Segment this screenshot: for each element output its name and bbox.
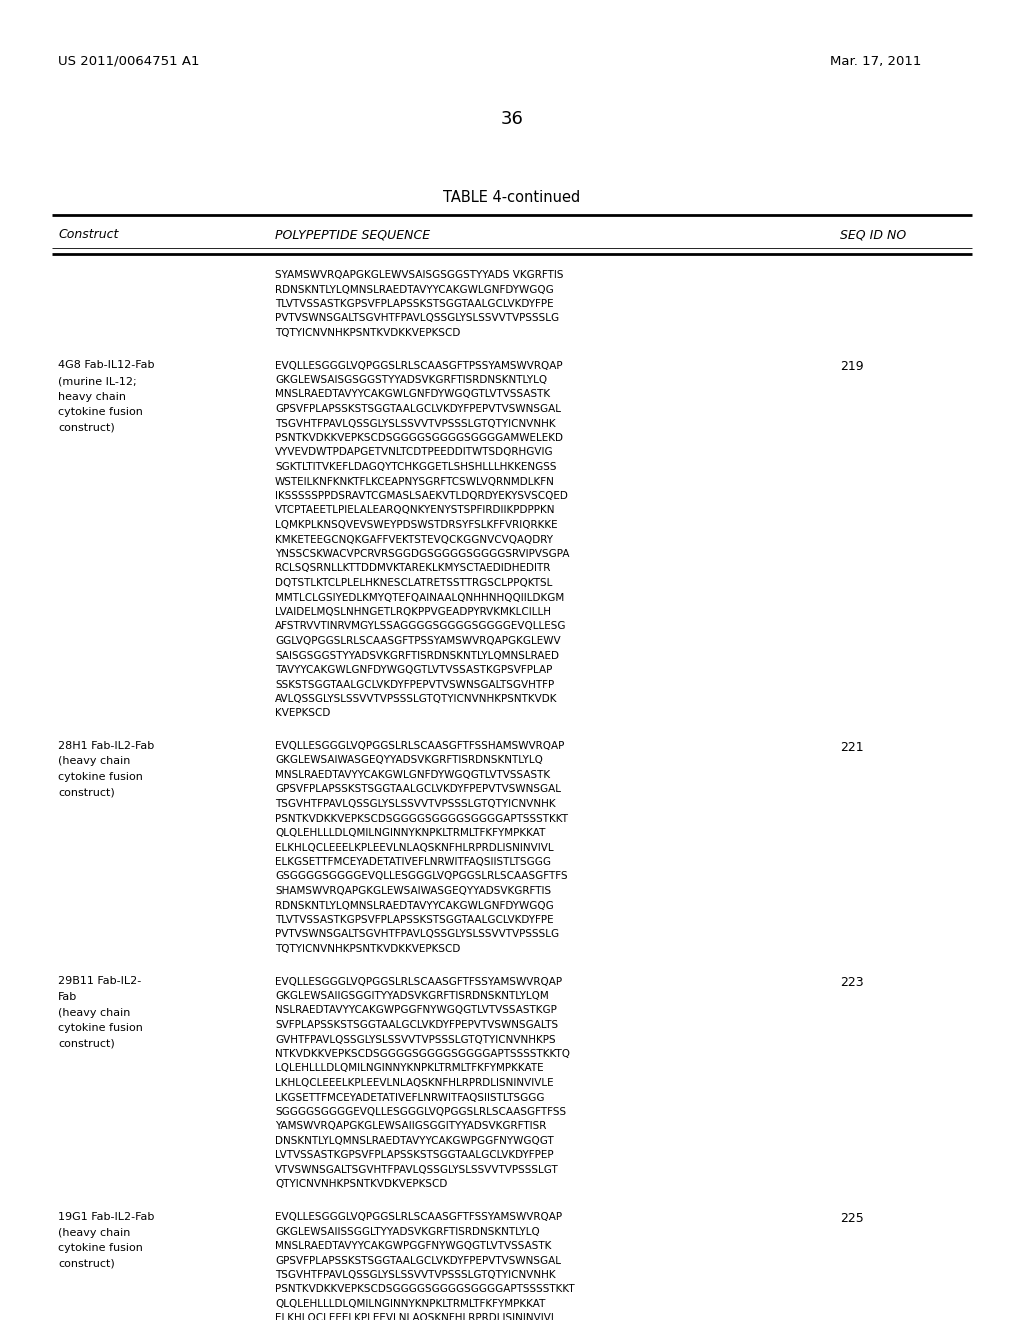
Text: US 2011/0064751 A1: US 2011/0064751 A1 <box>58 55 200 69</box>
Text: SAISGSGGSTYYADSVKGRFTISRDNSKNTLYLQMNSLRAED: SAISGSGGSTYYADSVKGRFTISRDNSKNTLYLQMNSLRA… <box>275 651 559 660</box>
Text: (heavy chain: (heavy chain <box>58 756 130 767</box>
Text: 219: 219 <box>840 360 863 374</box>
Text: GKGLEWSAIIGSGGITYYADSVKGRFTISRDNSKNTLYLQM: GKGLEWSAIIGSGGITYYADSVKGRFTISRDNSKNTLYLQ… <box>275 991 549 1001</box>
Text: GVHTFPAVLQSSGLYSLSSVVTVPSSSLGTQTYICNVNHKPS: GVHTFPAVLQSSGLYSLSSVVTVPSSSLGTQTYICNVNHK… <box>275 1035 556 1044</box>
Text: WSTEILKNFKNKTFLKCEAPNYSGRFTCSWLVQRNMDLKFN: WSTEILKNFKNKTFLKCEAPNYSGRFTCSWLVQRNMDLKF… <box>275 477 555 487</box>
Text: RDNSKNTLYLQMNSLRAEDTAVYYCAKGWLGNFDYWGQG: RDNSKNTLYLQMNSLRAEDTAVYYCAKGWLGNFDYWGQG <box>275 900 554 911</box>
Text: NTKVDKKVEPKSCDSGGGGSGGGGSGGGGAPTSSSSTKKTQ: NTKVDKKVEPKSCDSGGGGSGGGGSGGGGAPTSSSSTKKT… <box>275 1049 570 1059</box>
Text: construct): construct) <box>58 422 115 433</box>
Text: GGLVQPGGSLRLSCAASGFTPSSYAMSWVRQAPGKGLEWV: GGLVQPGGSLRLSCAASGFTPSSYAMSWVRQAPGKGLEWV <box>275 636 560 645</box>
Text: TLVTVSSASTKGPSVFPLAPSSKSTSGGTAALGCLVKDYFPE: TLVTVSSASTKGPSVFPLAPSSKSTSGGTAALGCLVKDYF… <box>275 300 554 309</box>
Text: IKSSSSSPPDSRAVTCGMASLSAEKVTLDQRDYEKYSVSCQED: IKSSSSSPPDSRAVTCGMASLSAEKVTLDQRDYEKYSVSC… <box>275 491 568 502</box>
Text: EVQLLESGGGLVQPGGSLRLSCAASGFTPSSYAMSWVRQAP: EVQLLESGGGLVQPGGSLRLSCAASGFTPSSYAMSWVRQA… <box>275 360 562 371</box>
Text: LVTVSSASTKGPSVFPLAPSSKSTSGGTAALGCLVKDYFPEP: LVTVSSASTKGPSVFPLAPSSKSTSGGTAALGCLVKDYFP… <box>275 1151 554 1160</box>
Text: MNSLRAEDTAVYYCAKGWLGNFDYWGQGTLVTVSSASTK: MNSLRAEDTAVYYCAKGWLGNFDYWGQGTLVTVSSASTK <box>275 389 550 400</box>
Text: GKGLEWSAIWASGEQYYADSVKGRFTISRDNSKNTLYLQ: GKGLEWSAIWASGEQYYADSVKGRFTISRDNSKNTLYLQ <box>275 755 543 766</box>
Text: QTYICNVNHKPSNTKVDKVEPKSCD: QTYICNVNHKPSNTKVDKVEPKSCD <box>275 1180 447 1189</box>
Text: QLQLEHLLLDLQMILNGINNYKNPKLTRMLTFKFYMPKKAT: QLQLEHLLLDLQMILNGINNYKNPKLTRMLTFKFYMPKKA… <box>275 828 546 838</box>
Text: LQMKPLKNSQVEVSWEYPDSWSTDRSYFSLKFFVRIQRKKE: LQMKPLKNSQVEVSWEYPDSWSTDRSYFSLKFFVRIQRKK… <box>275 520 558 531</box>
Text: Mar. 17, 2011: Mar. 17, 2011 <box>830 55 922 69</box>
Text: YNSSCSKWACVPCRVRSGGDGSGGGGSGGGGSRVIPVSGPA: YNSSCSKWACVPCRVRSGGDGSGGGGSGGGGSRVIPVSGP… <box>275 549 569 558</box>
Text: Fab: Fab <box>58 993 77 1002</box>
Text: PVTVSWNSGALTSGVHTFPAVLQSSGLYSLSSVVTVPSSSLG: PVTVSWNSGALTSGVHTFPAVLQSSGLYSLSSVVTVPSSS… <box>275 314 559 323</box>
Text: 221: 221 <box>840 741 863 754</box>
Text: SEQ ID NO: SEQ ID NO <box>840 228 906 242</box>
Text: cytokine fusion: cytokine fusion <box>58 1243 143 1253</box>
Text: TQTYICNVNHKPSNTKVDKKVEPKSCD: TQTYICNVNHKPSNTKVDKKVEPKSCD <box>275 944 461 954</box>
Text: RDNSKNTLYLQMNSLRAEDTAVYYCAKGWLGNFDYWGQG: RDNSKNTLYLQMNSLRAEDTAVYYCAKGWLGNFDYWGQG <box>275 285 554 294</box>
Text: EVQLLESGGGLVQPGGSLRLSCAASGFTFSSYAMSWVRQAP: EVQLLESGGGLVQPGGSLRLSCAASGFTFSSYAMSWVRQA… <box>275 1212 562 1222</box>
Text: SVFPLAPSSKSTSGGTAALGCLVKDYFPEPVTVSWNSGALTS: SVFPLAPSSKSTSGGTAALGCLVKDYFPEPVTVSWNSGAL… <box>275 1020 558 1030</box>
Text: construct): construct) <box>58 1258 115 1269</box>
Text: TSGVHTFPAVLQSSGLYSLSSVVTVPSSSLGTQTYICNVNHK: TSGVHTFPAVLQSSGLYSLSSVVTVPSSSLGTQTYICNVN… <box>275 1270 556 1280</box>
Text: Construct: Construct <box>58 228 119 242</box>
Text: LKHLQCLEEELKPLEEVLNLAQSKNFHLRPRDLISNINVIVLE: LKHLQCLEEELKPLEEVLNLAQSKNFHLRPRDLISNINVI… <box>275 1078 554 1088</box>
Text: GPSVFPLAPSSKSTSGGTAALGCLVKDYFPEPVTVSWNSGAL: GPSVFPLAPSSKSTSGGTAALGCLVKDYFPEPVTVSWNSG… <box>275 1255 561 1266</box>
Text: cytokine fusion: cytokine fusion <box>58 407 143 417</box>
Text: construct): construct) <box>58 1039 115 1048</box>
Text: heavy chain: heavy chain <box>58 392 126 401</box>
Text: MNSLRAEDTAVYYCAKGWLGNFDYWGQGTLVTVSSASTK: MNSLRAEDTAVYYCAKGWLGNFDYWGQGTLVTVSSASTK <box>275 770 550 780</box>
Text: TLVTVSSASTKGPSVFPLAPSSKSTSGGTAALGCLVKDYFPE: TLVTVSSASTKGPSVFPLAPSSKSTSGGTAALGCLVKDYF… <box>275 915 554 925</box>
Text: ELKHLQCLEEELKPLEEVLNLAQSKNFHLRPRDLISNINVIVL: ELKHLQCLEEELKPLEEVLNLAQSKNFHLRPRDLISNINV… <box>275 842 554 853</box>
Text: 19G1 Fab-IL2-Fab: 19G1 Fab-IL2-Fab <box>58 1212 155 1222</box>
Text: GKGLEWSAISGSGGSTYYADSVKGRFTISRDNSKNTLYLQ: GKGLEWSAISGSGGSTYYADSVKGRFTISRDNSKNTLYLQ <box>275 375 547 385</box>
Text: TABLE 4-continued: TABLE 4-continued <box>443 190 581 205</box>
Text: ELKHLQCLEEELKPLEEVLNLAQSKNFHLRPRDLISININVIVL: ELKHLQCLEEELKPLEEVLNLAQSKNFHLRPRDLISININ… <box>275 1313 557 1320</box>
Text: MNSLRAEDTAVYYCAKGWPGGFNYWGQGTLVTVSSASTK: MNSLRAEDTAVYYCAKGWPGGFNYWGQGTLVTVSSASTK <box>275 1241 551 1251</box>
Text: construct): construct) <box>58 788 115 797</box>
Text: PSNTKVDKKVEPKSCDSGGGGSGGGGSGGGGAPTSSSTKKT: PSNTKVDKKVEPKSCDSGGGGSGGGGSGGGGAPTSSSTKK… <box>275 813 568 824</box>
Text: PVTVSWNSGALTSGVHTFPAVLQSSGLYSLSSVVTVPSSSLG: PVTVSWNSGALTSGVHTFPAVLQSSGLYSLSSVVTVPSSS… <box>275 929 559 940</box>
Text: 29B11 Fab-IL2-: 29B11 Fab-IL2- <box>58 977 141 986</box>
Text: LKGSETTFMCEYADETATIVEFLNRWITFAQSIISTLTSGGG: LKGSETTFMCEYADETATIVEFLNRWITFAQSIISTLTSG… <box>275 1093 545 1102</box>
Text: TSGVHTFPAVLQSSGLYSLSSVVTVPSSSLGTQTYICNVNHK: TSGVHTFPAVLQSSGLYSLSSVVTVPSSSLGTQTYICNVN… <box>275 799 556 809</box>
Text: YAMSWVRQAPGKGLEWSAIIGSGGITYYADSVKGRFTISR: YAMSWVRQAPGKGLEWSAIIGSGGITYYADSVKGRFTISR <box>275 1122 547 1131</box>
Text: GKGLEWSAIISSGGLTYYADSVKGRFTISRDNSKNTLYLQ: GKGLEWSAIISSGGLTYYADSVKGRFTISRDNSKNTLYLQ <box>275 1226 540 1237</box>
Text: (heavy chain: (heavy chain <box>58 1007 130 1018</box>
Text: KVEPKSCD: KVEPKSCD <box>275 709 331 718</box>
Text: VTVSWNSGALTSGVHTFPAVLQSSGLYSLSSVVTVPSSSLGT: VTVSWNSGALTSGVHTFPAVLQSSGLYSLSSVVTVPSSSL… <box>275 1166 559 1175</box>
Text: (murine IL-12;: (murine IL-12; <box>58 376 136 385</box>
Text: QLQLEHLLLDLQMILNGINNYKNPKLTRMLTFKFYMPKKAT: QLQLEHLLLDLQMILNGINNYKNPKLTRMLTFKFYMPKKA… <box>275 1299 546 1309</box>
Text: 223: 223 <box>840 977 863 990</box>
Text: SGGGGSGGGGEVQLLESGGGLVQPGGSLRLSCAASGFTFSS: SGGGGSGGGGEVQLLESGGGLVQPGGSLRLSCAASGFTFS… <box>275 1107 566 1117</box>
Text: NSLRAEDTAVYYCAKGWPGGFNYWGQGTLVTVSSASTKGP: NSLRAEDTAVYYCAKGWPGGFNYWGQGTLVTVSSASTKGP <box>275 1006 557 1015</box>
Text: TAVYYCAKGWLGNFDYWGQGTLVTVSSASTKGPSVFPLAP: TAVYYCAKGWLGNFDYWGQGTLVTVSSASTKGPSVFPLAP <box>275 665 552 675</box>
Text: GSGGGGSGGGGEVQLLESGGGLVQPGGSLRLSCAASGFTFS: GSGGGGSGGGGEVQLLESGGGLVQPGGSLRLSCAASGFTF… <box>275 871 567 882</box>
Text: MMTLCLGSIYEDLKMYQTEFQAINAALQNHHNHQQIILDKGM: MMTLCLGSIYEDLKMYQTEFQAINAALQNHHNHQQIILDK… <box>275 593 564 602</box>
Text: PSNTKVDKKVEPKSCDSGGGGSGGGGSGGGGAMWELEKD: PSNTKVDKKVEPKSCDSGGGGSGGGGSGGGGAMWELEKD <box>275 433 563 444</box>
Text: GPSVFPLAPSSKSTSGGTAALGCLVKDYFPEPVTVSWNSGAL: GPSVFPLAPSSKSTSGGTAALGCLVKDYFPEPVTVSWNSG… <box>275 404 561 414</box>
Text: SSKSTSGGTAALGCLVKDYFPEPVTVSWNSGALTSGVHTFP: SSKSTSGGTAALGCLVKDYFPEPVTVSWNSGALTSGVHTF… <box>275 680 554 689</box>
Text: 28H1 Fab-IL2-Fab: 28H1 Fab-IL2-Fab <box>58 741 155 751</box>
Text: TQTYICNVNHKPSNTKVDKKVEPKSCD: TQTYICNVNHKPSNTKVDKKVEPKSCD <box>275 327 461 338</box>
Text: PSNTKVDKKVEPKSCDSGGGGSGGGGSGGGGAPTSSSSTKKT: PSNTKVDKKVEPKSCDSGGGGSGGGGSGGGGAPTSSSSTK… <box>275 1284 574 1295</box>
Text: LVAIDELMQSLNHNGETLRQKPPVGEADPYRVKMKLCILLH: LVAIDELMQSLNHNGETLRQKPPVGEADPYRVKMKLCILL… <box>275 607 551 616</box>
Text: RCLSQSRNLLKTTDDMVKTAREKLKMYSCTAEDIDHEDITR: RCLSQSRNLLKTTDDMVKTAREKLKMYSCTAEDIDHEDIT… <box>275 564 550 573</box>
Text: EVQLLESGGGLVQPGGSLRLSCAASGFTFSSYAMSWVRQAP: EVQLLESGGGLVQPGGSLRLSCAASGFTFSSYAMSWVRQA… <box>275 977 562 986</box>
Text: EVQLLESGGGLVQPGGSLRLSCAASGFTFSSHAMSWVRQAP: EVQLLESGGGLVQPGGSLRLSCAASGFTFSSHAMSWVRQA… <box>275 741 564 751</box>
Text: TSGVHTFPAVLQSSGLYSLSSVVTVPSSSLGTQTYICNVNHK: TSGVHTFPAVLQSSGLYSLSSVVTVPSSSLGTQTYICNVN… <box>275 418 556 429</box>
Text: SGKTLTITVKEFLDAGQYTCHKGGETLSHSHLLLHKKENGSS: SGKTLTITVKEFLDAGQYTCHKGGETLSHSHLLLHKKENG… <box>275 462 556 473</box>
Text: ELKGSETTFMCEYADETATIVEFLNRWITFAQSIISTLTSGGG: ELKGSETTFMCEYADETATIVEFLNRWITFAQSIISTLTS… <box>275 857 551 867</box>
Text: DQTSTLKTCLPLELHKNESCLATRETSSTTRGSCLPPQKTSL: DQTSTLKTCLPLELHKNESCLATRETSSTTRGSCLPPQKT… <box>275 578 552 587</box>
Text: 36: 36 <box>501 110 523 128</box>
Text: 4G8 Fab-IL12-Fab: 4G8 Fab-IL12-Fab <box>58 360 155 371</box>
Text: AFSTRVVTINRVMGYLSSAGGGGSGGGGSGGGGEVQLLESG: AFSTRVVTINRVMGYLSSAGGGGSGGGGSGGGGEVQLLES… <box>275 622 566 631</box>
Text: SHAMSWVRQAPGKGLEWSAIWASGEQYYADSVKGRFTIS: SHAMSWVRQAPGKGLEWSAIWASGEQYYADSVKGRFTIS <box>275 886 551 896</box>
Text: (heavy chain: (heavy chain <box>58 1228 130 1238</box>
Text: cytokine fusion: cytokine fusion <box>58 1023 143 1034</box>
Text: AVLQSSGLYSLSSVVTVPSSSLGTQTYICNVNHKPSNTKVDK: AVLQSSGLYSLSSVVTVPSSSLGTQTYICNVNHKPSNTKV… <box>275 694 557 704</box>
Text: SYAMSWVRQAPGKGLEWVSAISGSGGSTYYADS VKGRFTIS: SYAMSWVRQAPGKGLEWVSAISGSGGSTYYADS VKGRFT… <box>275 271 563 280</box>
Text: VTCPTAEETLPIELALEARQQNKYENYSTSPFIRDIIKPDPPKN: VTCPTAEETLPIELALEARQQNKYENYSTSPFIRDIIKPD… <box>275 506 555 516</box>
Text: 225: 225 <box>840 1212 864 1225</box>
Text: cytokine fusion: cytokine fusion <box>58 772 143 781</box>
Text: GPSVFPLAPSSKSTSGGTAALGCLVKDYFPEPVTVSWNSGAL: GPSVFPLAPSSKSTSGGTAALGCLVKDYFPEPVTVSWNSG… <box>275 784 561 795</box>
Text: POLYPEPTIDE SEQUENCE: POLYPEPTIDE SEQUENCE <box>275 228 430 242</box>
Text: KMKETEEGCNQKGAFFVEKTSTEVQCKGGNVCVQAQDRY: KMKETEEGCNQKGAFFVEKTSTEVQCKGGNVCVQAQDRY <box>275 535 553 544</box>
Text: VYVEVDWTPDAPGETVNLTCDTPEEDDITWTSDQRHGVIG: VYVEVDWTPDAPGETVNLTCDTPEEDDITWTSDQRHGVIG <box>275 447 554 458</box>
Text: DNSKNTLYLQMNSLRAEDTAVYYCAKGWPGGFNYWGQGT: DNSKNTLYLQMNSLRAEDTAVYYCAKGWPGGFNYWGQGT <box>275 1137 554 1146</box>
Text: LQLEHLLLDLQMILNGINNYKNPKLTRMLTFKFYMPKKATE: LQLEHLLLDLQMILNGINNYKNPKLTRMLTFKFYMPKKAT… <box>275 1064 544 1073</box>
